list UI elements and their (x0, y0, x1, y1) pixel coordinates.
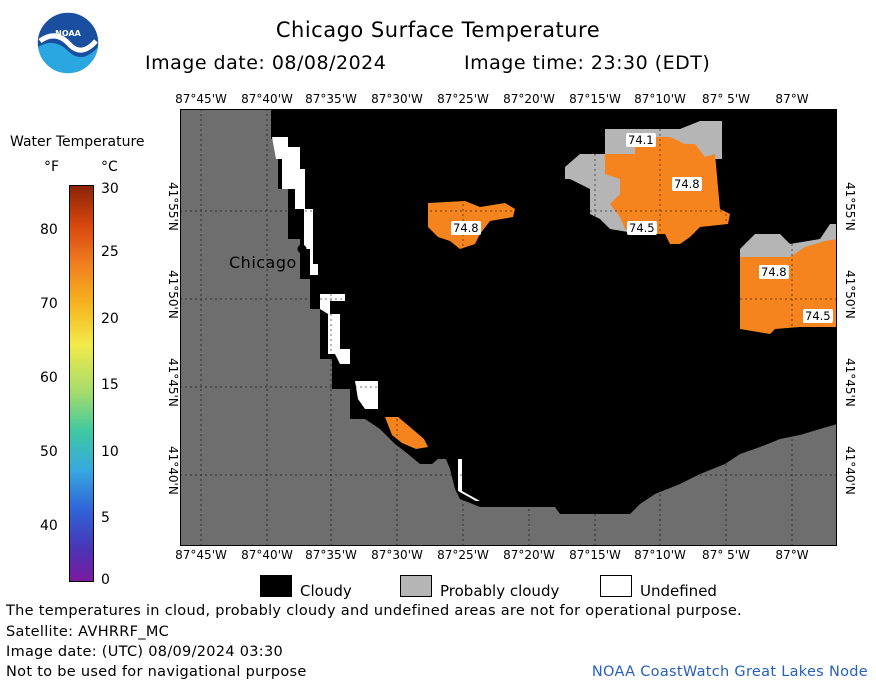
undefined-region (458, 459, 480, 501)
lon-tick: 87°40'W (241, 548, 293, 562)
c-tick: 20 (101, 311, 119, 327)
lon-tick: 87°W (775, 548, 809, 562)
land-region (180, 109, 837, 546)
city-marker (297, 244, 307, 254)
c-tick: 0 (101, 572, 110, 588)
lon-tick: 87°40'W (241, 92, 293, 106)
image-time: Image time: 23:30 (EDT) (464, 52, 711, 74)
undefined-region (355, 381, 378, 409)
lat-tick: 41°55'N (843, 182, 857, 231)
lon-tick: 87°35'W (305, 92, 357, 106)
c-tick: 25 (101, 244, 119, 260)
temp-label: 74.8 (451, 221, 481, 235)
colorbar-title: Water Temperature (10, 134, 145, 150)
colorbar-gradient (69, 185, 94, 582)
lon-tick: 87°15'W (569, 92, 621, 106)
lon-tick: 87°W (775, 92, 809, 106)
footer-navigation-note: Not to be used for navigational purpose (6, 664, 307, 680)
image-date: Image date: 08/08/2024 (145, 52, 387, 74)
lat-tick: 41°45'N (843, 358, 857, 407)
c-tick: 30 (101, 181, 119, 197)
lon-tick: 87°45'W (175, 548, 227, 562)
temperature-map (180, 109, 837, 546)
lon-tick: 87°25'W (437, 548, 489, 562)
lon-tick: 87°15'W (569, 548, 621, 562)
noaa-logo-icon: NOAA (36, 11, 100, 75)
warm-water-region (605, 137, 730, 244)
f-tick: 80 (40, 222, 58, 238)
undefined-region (320, 294, 350, 364)
f-tick: 40 (40, 518, 58, 534)
lon-tick: 87° 5'W (702, 548, 750, 562)
temp-label: 74.8 (672, 177, 702, 191)
f-tick: 50 (40, 444, 58, 460)
unit-celsius: °C (101, 159, 118, 175)
c-tick: 10 (101, 444, 119, 460)
f-tick: 70 (40, 296, 58, 312)
unit-fahrenheit: °F (44, 159, 60, 175)
footer-satellite: Satellite: AVHRRF_MC (6, 624, 170, 640)
legend-label-undefined: Undefined (640, 582, 717, 600)
footer-utc-date: Image date: (UTC) 08/09/2024 03:30 (6, 644, 284, 660)
lat-tick: 41°50'N (843, 270, 857, 319)
map-border (180, 109, 837, 546)
legend-swatch-cloudy (260, 575, 292, 597)
footer-credit: NOAA CoastWatch Great Lakes Node (591, 664, 868, 680)
lon-tick: 87°10'W (634, 548, 686, 562)
c-tick: 5 (101, 510, 110, 526)
lon-tick: 87°45'W (175, 92, 227, 106)
lat-tick: 41°40'N (843, 446, 857, 495)
lat-tick: 41°55'N (166, 182, 180, 231)
temp-label: 74.5 (803, 309, 833, 323)
c-tick: 15 (101, 377, 119, 393)
lon-tick: 87° 5'W (702, 92, 750, 106)
legend-label-probably-cloudy: Probably cloudy (440, 582, 560, 600)
legend-swatch-probably-cloudy (400, 575, 432, 597)
lat-tick: 41°50'N (166, 270, 180, 319)
footer-disclaimer: The temperatures in cloud, probably clou… (6, 603, 742, 619)
lon-tick: 87°25'W (437, 92, 489, 106)
lat-tick: 41°45'N (166, 358, 180, 407)
legend-label-cloudy: Cloudy (300, 582, 352, 600)
lon-tick: 87°30'W (371, 548, 423, 562)
lon-tick: 87°20'W (503, 548, 555, 562)
lon-tick: 87°30'W (371, 92, 423, 106)
temp-label: 74.1 (626, 133, 656, 147)
lon-tick: 87°20'W (503, 92, 555, 106)
lat-tick: 41°40'N (166, 446, 180, 495)
legend-swatch-undefined (600, 575, 632, 597)
page-title: Chicago Surface Temperature (275, 18, 601, 42)
lon-tick: 87°35'W (305, 548, 357, 562)
undefined-region (272, 137, 318, 275)
temp-label: 74.8 (759, 265, 789, 279)
temp-label: 74.5 (627, 221, 657, 235)
lon-tick: 87°10'W (634, 92, 686, 106)
f-tick: 60 (40, 370, 58, 386)
warm-water-region (385, 417, 428, 449)
logo-text: NOAA (55, 29, 81, 38)
city-label: Chicago (229, 253, 297, 272)
